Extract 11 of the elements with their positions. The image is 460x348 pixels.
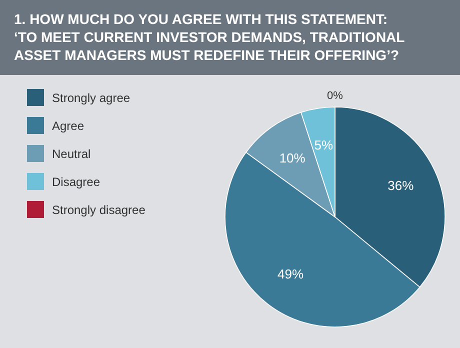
legend-label: Agree [52,119,84,133]
legend-label: Neutral [52,147,91,161]
data-label: 49% [277,266,304,282]
data-label: 10% [279,150,306,166]
chart-title: 1. HOW MUCH DO YOU AGREE WITH THIS STATEMENT: ‘TO MEET CURRENT INVESTOR DEMANDS, TRADITIONAL ASSET MANAGERS MUST REDEFINE THEIR OFFERING’? [14,11,406,63]
legend-label: Strongly disagree [52,203,146,217]
text: 0% [327,90,343,102]
legend-label: Strongly agree [52,91,130,105]
data-label: 36% [388,178,414,194]
legend-label: Disagree [52,175,100,189]
data-label: 5% [314,137,334,152]
